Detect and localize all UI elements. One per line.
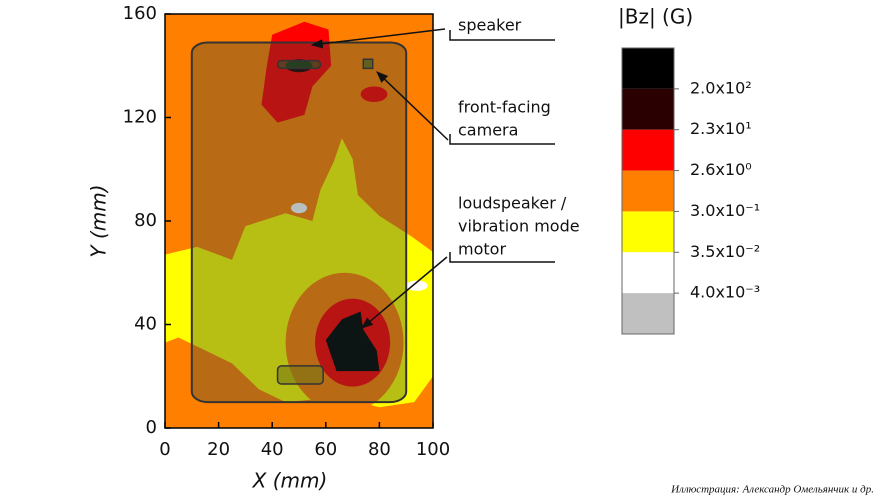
credit: Иллюстрация: Александр Омельянчик и др. xyxy=(670,484,874,496)
annotation: vibration mode xyxy=(458,217,580,236)
colorbar-tick-label: 3.5x10⁻² xyxy=(690,242,760,261)
camera-outline xyxy=(363,59,372,68)
x-axis-label: X (mm) xyxy=(252,469,328,493)
colorbar-tick-label: 2.3x10¹ xyxy=(690,119,752,138)
colorbar-band xyxy=(622,170,674,212)
y-axis-label: Y (mm) xyxy=(87,184,111,257)
annotation: front-facing xyxy=(458,98,551,117)
arrow xyxy=(376,71,449,141)
phone-outline xyxy=(192,42,406,402)
colorbar-tick-label: 2.6x10⁰ xyxy=(690,160,752,179)
x-tick-label: 100 xyxy=(416,439,450,460)
y-tick-label: 0 xyxy=(146,417,157,438)
x-tick-label: 80 xyxy=(368,439,391,460)
bracket xyxy=(449,252,555,263)
contour-region xyxy=(325,311,380,372)
x-tick-label: 20 xyxy=(207,439,230,460)
annotation: speaker xyxy=(458,16,522,35)
contour-region xyxy=(360,86,388,102)
colorbar-tick-label: 4.0x10⁻³ xyxy=(690,283,760,302)
x-tick-label: 0 xyxy=(159,439,170,460)
bracket xyxy=(449,30,555,41)
speaker-outline xyxy=(278,61,321,69)
colorbar-band xyxy=(622,293,674,334)
colorbar-frame xyxy=(621,47,675,335)
annotation: loudspeaker / xyxy=(458,194,567,213)
y-tick-label: 120 xyxy=(123,107,157,128)
colorbar-tick-label: 3.0x10⁻¹ xyxy=(690,201,760,220)
contour-region xyxy=(290,202,308,214)
contour-map xyxy=(165,13,433,428)
colorbar-band xyxy=(622,252,674,294)
annotation-lines xyxy=(310,28,555,329)
colorbar-band xyxy=(622,129,674,171)
annotation: camera xyxy=(458,121,518,140)
x-tick-label: 60 xyxy=(314,439,337,460)
y-tick-label: 40 xyxy=(134,314,157,335)
loudspeaker-outline xyxy=(278,366,324,384)
colorbar-band xyxy=(622,88,674,130)
y-tick-label: 160 xyxy=(123,3,157,24)
x-tick-label: 40 xyxy=(261,439,284,460)
colorbar-band xyxy=(622,48,674,89)
colorbar-title: |Bz| (G) xyxy=(618,5,693,29)
y-tick-label: 80 xyxy=(134,210,157,231)
colorbar-band xyxy=(622,211,674,253)
contour-region xyxy=(406,280,428,291)
annotation: motor xyxy=(458,240,506,259)
bracket xyxy=(449,134,555,145)
colorbar-tick-label: 2.0x10² xyxy=(690,78,752,97)
arrow xyxy=(310,28,446,49)
arrow xyxy=(361,256,448,329)
